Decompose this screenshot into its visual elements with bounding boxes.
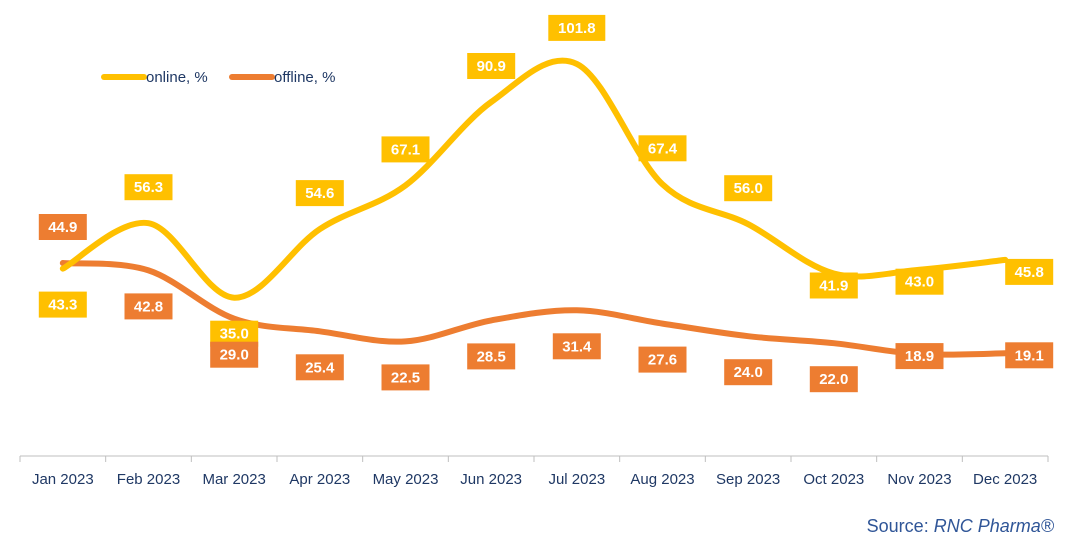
offline-data-label: 22.5 [381, 364, 430, 391]
x-tick-label: Jun 2023 [460, 471, 522, 488]
offline-data-label-box [210, 341, 259, 368]
online-data-label-box [38, 291, 87, 318]
x-tick-label: Sep 2023 [716, 471, 780, 488]
online-data-label: 54.6 [295, 180, 344, 207]
offline-data-label-box [895, 343, 944, 370]
offline-data-label-text: 22.5 [391, 369, 420, 386]
online-data-label-text: 56.0 [734, 180, 763, 197]
x-tick-label: Apr 2023 [289, 471, 350, 488]
offline-data-label-box [1005, 342, 1054, 369]
online-data-label: 43.3 [38, 291, 87, 318]
online-data-label: 45.8 [1005, 258, 1054, 285]
data-labels: 43.3 56.3 35.0 54.6 67.1 90.9 101.8 67.4 56.0 41.… [38, 14, 1054, 393]
online-data-label: 101.8 [548, 14, 606, 41]
offline-data-label: 28.5 [467, 343, 516, 370]
online-data-label-text: 45.8 [1015, 264, 1044, 281]
offline-data-label-text: 19.1 [1015, 347, 1044, 364]
offline-data-label: 42.8 [124, 293, 173, 320]
offline-data-label-text: 31.4 [562, 338, 592, 355]
online-data-label-box [548, 14, 606, 41]
source-prefix: Source: [866, 516, 934, 536]
source-brand: RNC Pharma® [933, 516, 1054, 536]
online-data-label: 43.0 [895, 268, 944, 295]
x-tick-label: Jan 2023 [32, 471, 94, 488]
online-data-label-box [895, 268, 944, 295]
offline-data-label-text: 18.9 [905, 348, 934, 365]
online-data-label: 67.1 [381, 136, 430, 163]
x-tick-label: Dec 2023 [973, 471, 1037, 488]
online-data-label-text: 35.0 [220, 326, 249, 343]
offline-data-label-box [381, 364, 430, 391]
offline-data-label-box [295, 354, 344, 381]
online-data-label-box [124, 174, 173, 201]
offline-data-label: 27.6 [638, 346, 687, 373]
offline-data-label-text: 22.0 [819, 371, 848, 388]
offline-data-label-box [724, 359, 773, 386]
offline-data-label-text: 42.8 [134, 298, 163, 315]
offline-data-label-text: 27.6 [648, 352, 677, 369]
online-data-label: 67.4 [638, 135, 687, 162]
offline-data-label: 18.9 [895, 343, 944, 370]
online-data-label-box [467, 53, 516, 79]
series-lines [59, 57, 1009, 358]
x-tick-label: Aug 2023 [630, 471, 694, 488]
online-data-label-text: 101.8 [558, 20, 596, 37]
offline-data-label-box [467, 343, 516, 370]
online-data-label: 56.0 [724, 175, 773, 202]
offline-data-label: 19.1 [1005, 342, 1054, 369]
offline-legend-label: offline, % [274, 69, 335, 86]
offline-series-line [59, 260, 1009, 358]
online-data-label-text: 43.0 [905, 274, 934, 291]
offline-data-label-text: 28.5 [477, 348, 506, 365]
online-data-label-box [724, 175, 773, 202]
online-data-label-text: 56.3 [134, 179, 163, 196]
x-tick-label: Jul 2023 [548, 471, 605, 488]
online-data-label-box [809, 272, 858, 299]
online-series-line [59, 57, 1009, 301]
online-data-label-text: 67.4 [648, 140, 678, 157]
online-data-label-text: 43.3 [48, 297, 77, 314]
offline-data-label: 22.0 [809, 366, 858, 393]
online-data-label-box [295, 180, 344, 207]
offline-data-label-text: 44.9 [48, 219, 77, 236]
offline-data-label-box [638, 346, 687, 373]
online-data-label-text: 41.9 [819, 278, 848, 295]
online-data-label: 56.3 [124, 174, 173, 201]
online-data-label: 41.9 [809, 272, 858, 299]
online-data-label-text: 90.9 [477, 58, 506, 75]
online-data-label-box [381, 136, 430, 163]
online-data-label-text: 67.1 [391, 141, 420, 158]
x-tick-label: Feb 2023 [117, 471, 180, 488]
online-data-label-text: 54.6 [305, 185, 334, 202]
offline-data-label-text: 24.0 [734, 364, 763, 381]
offline-data-label-box [124, 293, 173, 320]
online-data-label-box [638, 135, 687, 162]
x-axis: Jan 2023 Feb 2023 Mar 2023 Apr 2023 May 2023… [19, 455, 1049, 488]
offline-data-label: 31.4 [552, 333, 601, 360]
offline-data-label-box [38, 214, 87, 240]
offline-data-label-text: 29.0 [220, 347, 249, 364]
online-data-label-box [1005, 258, 1054, 285]
offline-data-label: 25.4 [295, 354, 344, 381]
legend: online, % offline, % [101, 69, 335, 86]
offline-data-label: 29.0 [210, 341, 259, 368]
x-tick-label: Oct 2023 [803, 471, 864, 488]
offline-data-label-box [809, 366, 858, 393]
x-tick-label: Mar 2023 [202, 471, 265, 488]
online-data-label: 90.9 [467, 53, 516, 79]
online-legend-label: online, % [146, 69, 208, 86]
x-tick-label: May 2023 [373, 471, 439, 488]
x-tick-label: Nov 2023 [887, 471, 951, 488]
offline-data-label: 24.0 [724, 359, 773, 386]
source-caption: Source: RNC Pharma® [867, 516, 1054, 537]
offline-data-label-text: 25.4 [305, 359, 335, 376]
offline-data-label-box [552, 333, 601, 360]
offline-data-label: 44.9 [38, 214, 87, 240]
